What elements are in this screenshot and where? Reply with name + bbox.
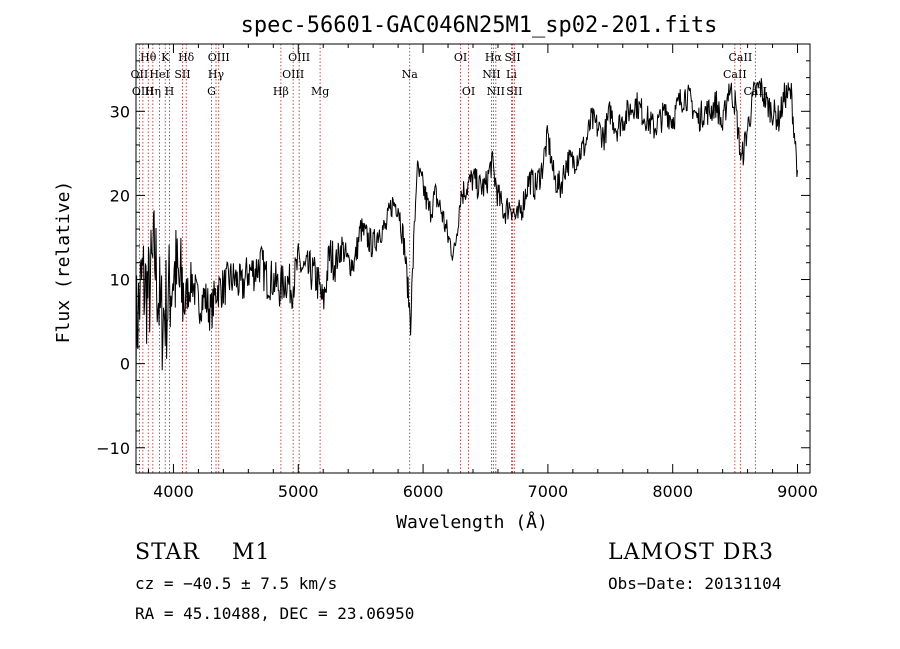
x-axis-label: Wavelength (Å) xyxy=(396,511,548,533)
line-label-26: SII xyxy=(506,85,522,98)
line-label-23: Na xyxy=(402,68,419,81)
object-type: STAR xyxy=(135,540,200,565)
line-label-18: Hη xyxy=(145,85,161,98)
line-label-6: Hα xyxy=(485,51,503,64)
line-label-0: Hθ xyxy=(140,51,157,64)
line-label-24: OI xyxy=(462,85,475,98)
chart-title: spec-56601-GAC046N25M1_sp02-201.fits xyxy=(241,13,718,38)
x-tick-label-5: 9000 xyxy=(777,482,818,501)
line-label-7: SII xyxy=(504,51,520,64)
x-tick-label-2: 6000 xyxy=(403,482,444,501)
line-label-10: HeI xyxy=(149,68,169,81)
line-label-14: NII xyxy=(482,68,500,81)
line-label-21: Hβ xyxy=(273,85,289,98)
object-subclass: M1 xyxy=(231,540,271,565)
line-label-20: G xyxy=(207,85,216,98)
axis-ticks: 4000 5000 6000 7000 8000 9000 −10 0 10 20 30 xyxy=(96,44,818,501)
x-tick-label-3: 7000 xyxy=(528,482,569,501)
y-tick-label-4: 30 xyxy=(110,102,130,121)
y-tick-label-0: −10 xyxy=(96,439,130,458)
line-label-3: OIII xyxy=(208,51,230,64)
y-tick-label-2: 10 xyxy=(110,271,130,290)
line-label-8: CaII xyxy=(729,51,753,64)
y-tick-label-3: 20 xyxy=(110,186,130,205)
spectrum-line xyxy=(135,78,798,389)
x-tick-label-0: 4000 xyxy=(153,482,194,501)
line-label-19: H xyxy=(165,85,175,98)
line-label-16: CaII xyxy=(723,68,747,81)
line-label-1: K xyxy=(161,51,170,64)
x-tick-label-4: 8000 xyxy=(652,482,693,501)
line-label-25: NII xyxy=(487,85,505,98)
redshift-text: cz = −40.5 ± 7.5 km/s xyxy=(135,574,338,593)
line-label-9: OII xyxy=(131,68,149,81)
line-label-22: Mg xyxy=(311,85,329,98)
y-tick-label-1: 0 xyxy=(120,355,130,374)
line-label-4: OIII xyxy=(288,51,310,64)
obs-date: Obs−Date: 20131104 xyxy=(608,574,782,593)
object-class: STAR M1 xyxy=(135,540,271,565)
spectrum-series xyxy=(135,78,798,389)
line-label-5: OI xyxy=(454,51,467,64)
line-label-13: OIII xyxy=(282,68,304,81)
line-label-12: Hγ xyxy=(208,68,225,81)
survey-name: LAMOST DR3 xyxy=(608,540,774,565)
y-axis-label: Flux (relative) xyxy=(53,181,74,344)
coordinates-text: RA = 45.10488, DEC = 23.06950 xyxy=(135,604,415,623)
line-label-11: SII xyxy=(174,68,190,81)
x-tick-label-1: 5000 xyxy=(278,482,319,501)
line-label-15: Li xyxy=(506,68,517,81)
line-label-2: Hδ xyxy=(178,51,195,64)
